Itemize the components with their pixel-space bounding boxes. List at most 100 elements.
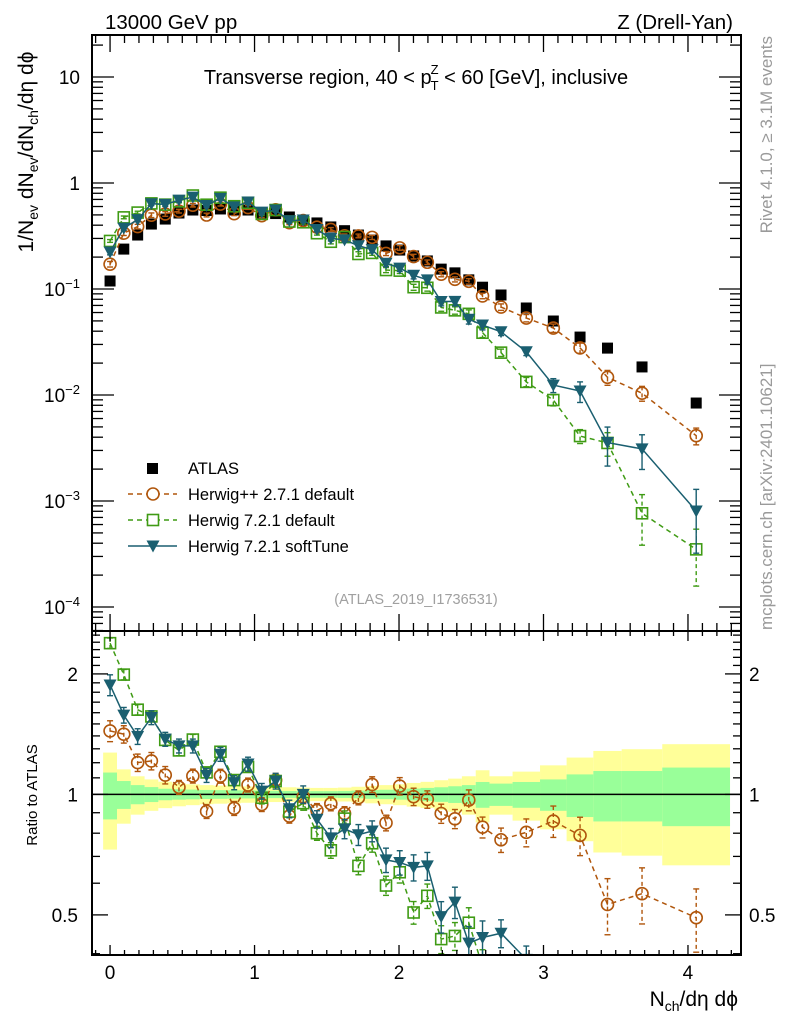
herwig-721-default-ratio-point bbox=[117, 668, 131, 681]
herwigpp-271-default-ratio-error-bar bbox=[245, 777, 252, 793]
herwig-721-softtune-error-bar bbox=[693, 488, 700, 554]
herwig-721-default-line bbox=[109, 194, 697, 550]
herwigpp-271-default-error-bar bbox=[604, 369, 611, 387]
herwig-721-default-point bbox=[573, 429, 587, 443]
herwig-721-default-point bbox=[547, 393, 560, 407]
y-title-part: /dη dϕ bbox=[15, 52, 38, 110]
herwigpp-271-default-ratio-point bbox=[600, 897, 615, 912]
main-y-axis-title: 1/Nev dNev/dNch/dη dϕ bbox=[15, 52, 41, 253]
herwig-721-softtune-point bbox=[476, 319, 490, 332]
herwigpp-271-default-error-bar bbox=[550, 323, 557, 334]
y-tick-label: 10−3 bbox=[44, 488, 80, 513]
y-tick-label-base: 10 bbox=[44, 280, 65, 301]
herwig-721-softtune-ratio-point bbox=[393, 856, 407, 869]
herwigpp-271-default-ratio-error-bar bbox=[203, 803, 210, 820]
atlas-point bbox=[690, 397, 702, 409]
herwig-721-softtune-ratio-point bbox=[213, 748, 227, 761]
atlas-point bbox=[495, 289, 507, 301]
band-inner-bin bbox=[593, 771, 622, 822]
herwig-721-default-point bbox=[520, 375, 533, 389]
ratio-y-tick-label-left: 2 bbox=[67, 665, 78, 686]
herwigpp-271-default-ratio-point bbox=[103, 724, 117, 738]
herwigpp-271-default-line bbox=[109, 203, 697, 437]
herwigpp-271-default-point bbox=[689, 428, 704, 443]
herwigpp-271-default-error-bar bbox=[175, 208, 182, 214]
herwig-721-softtune-point bbox=[255, 206, 269, 219]
atlas-point bbox=[435, 263, 447, 275]
herwig-721-softtune-point bbox=[117, 222, 131, 235]
herwigpp-271-default-ratio-error-bar bbox=[550, 805, 557, 839]
herwig-721-softtune-point bbox=[379, 257, 393, 270]
title-prefix: Transverse region, 40 < p bbox=[204, 67, 432, 89]
analysis-tag: (ATLAS_2019_I1736531) bbox=[334, 592, 497, 608]
herwigpp-271-default-ratio-point bbox=[689, 910, 704, 925]
legend-open-square-marker-icon bbox=[146, 513, 160, 527]
herwigpp-271-default-error-bar bbox=[162, 210, 169, 217]
x-tick-label: 2 bbox=[394, 963, 405, 984]
herwig-721-default-error-bar bbox=[577, 428, 584, 445]
herwigpp-271-default-ratio-error-bar bbox=[189, 768, 196, 784]
herwigpp-271-default-ratio-point bbox=[420, 792, 435, 807]
herwig-721-softtune-point bbox=[310, 224, 324, 237]
herwig-721-softtune-point bbox=[296, 214, 310, 227]
x-title-part: /dη dϕ bbox=[680, 988, 738, 1011]
atlas-point bbox=[187, 204, 199, 216]
herwigpp-271-default-error-bar bbox=[424, 259, 431, 266]
legend-square-marker-icon bbox=[147, 463, 158, 474]
herwig-721-softtune-ratio-error-bar bbox=[523, 945, 530, 955]
herwig-721-default-error-bar bbox=[120, 215, 127, 220]
herwig-721-default-error-bar bbox=[107, 238, 114, 244]
herwig-721-default-ratio-point bbox=[352, 859, 365, 873]
herwig-721-softtune-ratio-point bbox=[462, 937, 476, 950]
y-title-part: /dN bbox=[15, 125, 38, 158]
herwigpp-271-default-error-bar bbox=[327, 226, 334, 232]
herwigpp-271-default-error-bar bbox=[693, 427, 700, 446]
herwig-721-softtune-ratio-point bbox=[241, 758, 255, 771]
plot-title: Transverse region, 40 < pTZ < 60 [GeV], … bbox=[204, 62, 628, 93]
herwigpp-271-default-ratio-point bbox=[324, 796, 338, 811]
y-tick-label: 1 bbox=[69, 174, 80, 195]
x-tick-label: 4 bbox=[683, 963, 694, 984]
ratio-panel-frame bbox=[91, 630, 742, 956]
legend-circle-marker-icon bbox=[146, 487, 160, 501]
atlas-point bbox=[380, 240, 392, 252]
process-label: Z (Drell-Yan) bbox=[617, 11, 733, 34]
legend-label: Herwig 7.2.1 softTune bbox=[188, 538, 349, 556]
herwig-721-softtune-point bbox=[172, 194, 186, 207]
herwigpp-271-default-error-bar bbox=[410, 253, 417, 260]
herwig-721-softtune-point bbox=[269, 204, 283, 217]
herwig-721-softtune-ratio-point bbox=[448, 896, 462, 909]
atlas-point bbox=[311, 217, 323, 229]
herwigpp-271-default-ratio-point bbox=[519, 825, 534, 840]
herwigpp-271-default-ratio-point bbox=[462, 793, 476, 807]
herwig-721-softtune-point bbox=[601, 437, 615, 450]
herwigpp-271-default-error-bar bbox=[148, 212, 155, 219]
herwig-721-default-ratio-error-bar bbox=[424, 883, 431, 910]
herwig-721-softtune-point bbox=[448, 295, 462, 308]
herwig-721-softtune-point bbox=[351, 240, 365, 253]
herwigpp-271-default-ratio-point bbox=[406, 789, 421, 804]
ratio-y-tick-label-left: 1 bbox=[67, 785, 78, 806]
main-panel-marks bbox=[103, 189, 704, 587]
herwigpp-271-default-ratio-point bbox=[392, 779, 407, 793]
herwig-721-softtune-ratio-point bbox=[420, 860, 434, 873]
herwigpp-271-default-error-bar bbox=[465, 277, 472, 285]
herwig-721-softtune-ratio-point bbox=[227, 777, 241, 790]
herwig-721-softtune-point bbox=[519, 346, 533, 359]
atlas-point bbox=[118, 243, 130, 255]
legend: ATLAS Herwig++ 2.7.1 default Herwig 7.2.… bbox=[128, 460, 354, 556]
herwig-721-softtune-point bbox=[282, 215, 296, 228]
herwig-721-softtune-point bbox=[689, 505, 703, 518]
herwigpp-271-default-point bbox=[434, 267, 449, 281]
y-tick-label: 10−4 bbox=[44, 594, 80, 619]
ratio-y-axis-title: Ratio to ATLAS bbox=[24, 744, 41, 845]
herwig-721-softtune-point bbox=[462, 313, 476, 326]
legend-label: ATLAS bbox=[188, 460, 239, 478]
band-inner-bin bbox=[566, 774, 594, 818]
herwigpp-271-default-ratio-error-bar bbox=[577, 816, 584, 857]
mcplots-watermark: mcplots.cern.ch [arXiv:2401.10621] bbox=[757, 364, 776, 630]
herwigpp-271-default-error-bar bbox=[438, 271, 445, 278]
herwig-721-softtune-ratio-point bbox=[324, 832, 338, 845]
x-title-subscript: ch bbox=[665, 998, 680, 1014]
